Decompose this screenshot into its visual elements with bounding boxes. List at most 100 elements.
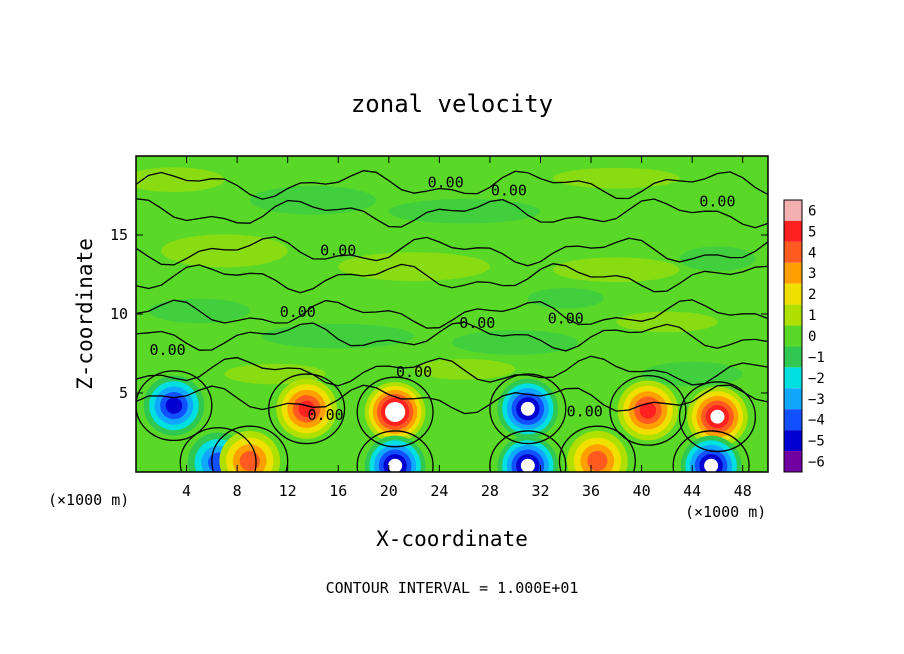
x-tick-label-10: 44 bbox=[683, 482, 701, 500]
contour-ring-6 bbox=[179, 427, 257, 472]
positive-cell-4 bbox=[617, 380, 679, 441]
colorbar-swatch-4 bbox=[784, 283, 802, 305]
contour-ring-10 bbox=[211, 425, 289, 472]
x-unit-left: (×1000 m) bbox=[48, 491, 129, 509]
colorbar-label-1: 5 bbox=[808, 224, 816, 240]
y-tick-label-0: 5 bbox=[119, 384, 128, 402]
y-tick-label-2: 15 bbox=[110, 226, 128, 244]
field-patch-13 bbox=[414, 359, 516, 380]
plot-area: 0.00 0.00 0.00 0.00 0.00 0.00 0.00 0.00 0.00 0.00… bbox=[135, 155, 769, 473]
negative-cell-3 bbox=[497, 378, 559, 439]
contour-label-0: 0.00 bbox=[428, 174, 464, 192]
y-tick-label-1: 10 bbox=[110, 305, 128, 323]
negative-cell-8 bbox=[497, 435, 559, 472]
contour-line-5 bbox=[136, 321, 768, 352]
field-patch-3 bbox=[553, 167, 680, 189]
positive-cell-10 bbox=[219, 430, 281, 472]
contour-label-8: 0.00 bbox=[396, 363, 432, 381]
colorbar-swatch-5 bbox=[784, 304, 802, 326]
colorbar-label-3: 3 bbox=[808, 266, 816, 282]
colorbar-label-6: 0 bbox=[808, 329, 816, 345]
contour-ring-11 bbox=[558, 425, 636, 472]
x-tick-label-4: 20 bbox=[380, 482, 398, 500]
contour-label-1: 0.00 bbox=[491, 182, 527, 200]
colorbar-swatch-12 bbox=[784, 451, 802, 472]
x-tick-label-1: 8 bbox=[233, 482, 242, 500]
contour-label-5: 0.00 bbox=[459, 314, 495, 332]
colorbar-swatch-2 bbox=[784, 241, 802, 263]
x-tick-label-5: 24 bbox=[430, 482, 448, 500]
contour-label-3: 0.00 bbox=[320, 242, 356, 260]
positive-cell-5 bbox=[687, 386, 748, 447]
contour-label-7: 0.00 bbox=[150, 341, 186, 359]
colorbar-label-9: −3 bbox=[808, 392, 825, 408]
negative-cell-7 bbox=[364, 435, 426, 472]
x-tick-label-8: 36 bbox=[582, 482, 600, 500]
contour-ring-9 bbox=[672, 430, 750, 472]
contour-label-6: 0.00 bbox=[548, 309, 584, 327]
colorbar-label-2: 4 bbox=[808, 245, 816, 261]
colorbar-swatch-1 bbox=[784, 220, 802, 242]
contour-line-3 bbox=[136, 263, 768, 294]
positive-cell-11 bbox=[567, 430, 628, 472]
field-patch-15 bbox=[527, 287, 604, 309]
contour-line-1 bbox=[136, 198, 768, 229]
colorbar-label-8: −2 bbox=[808, 371, 825, 387]
contour-ring-5 bbox=[678, 381, 757, 453]
colorbar-label-11: −5 bbox=[808, 434, 825, 450]
y-axis: 5 10 15 bbox=[110, 226, 768, 402]
x-tick-label-3: 16 bbox=[329, 482, 347, 500]
contour-interval-note: CONTOUR INTERVAL = 1.000E+01 bbox=[326, 579, 579, 597]
contour-ring-7 bbox=[356, 430, 434, 472]
contour-ring-1 bbox=[268, 373, 346, 445]
contour-line-4 bbox=[136, 299, 768, 329]
colorbar-swatch-9 bbox=[784, 388, 802, 410]
contour-label-4: 0.00 bbox=[280, 303, 316, 321]
contour-label-2: 0.00 bbox=[699, 193, 735, 211]
field-patch-9 bbox=[262, 323, 415, 349]
field-patch-1 bbox=[249, 185, 377, 215]
x-unit-right: (×1000 m) bbox=[685, 503, 766, 521]
colorbar-swatch-8 bbox=[784, 367, 802, 389]
colorbar: 6 5 4 3 2 1 0 −1 −2 −3 −4 −5 −6 bbox=[783, 199, 825, 473]
contour-line-6 bbox=[136, 355, 768, 387]
contour-ring-0 bbox=[136, 370, 213, 442]
field-patch-6 bbox=[553, 257, 680, 283]
colorbar-swatch-0 bbox=[784, 200, 802, 221]
contour-ring-4 bbox=[609, 374, 687, 446]
y-axis-label: Z-coordinate bbox=[73, 238, 97, 390]
positive-cell-2 bbox=[364, 381, 426, 442]
colorbar-swatch-10 bbox=[784, 409, 802, 431]
colorbar-swatch-7 bbox=[784, 346, 802, 368]
contour-line-2 bbox=[136, 236, 768, 267]
x-tick-label-7: 32 bbox=[531, 482, 549, 500]
colorbar-label-0: 6 bbox=[808, 203, 816, 219]
positive-cell-1 bbox=[276, 378, 337, 439]
x-tick-label-9: 40 bbox=[633, 482, 651, 500]
field-patch-10 bbox=[452, 330, 579, 355]
colorbar-swatch-6 bbox=[784, 325, 802, 347]
chart-title: zonal velocity bbox=[351, 90, 553, 118]
colorbar-label-7: −1 bbox=[808, 350, 825, 366]
field-patch-11 bbox=[616, 311, 718, 333]
contour-line-0 bbox=[136, 170, 768, 200]
zero-contours bbox=[136, 170, 768, 472]
x-tick-label-0: 4 bbox=[182, 482, 191, 500]
colorbar-swatch-11 bbox=[784, 430, 802, 452]
contour-line-7 bbox=[136, 384, 768, 415]
x-tick-label-11: 48 bbox=[734, 482, 752, 500]
contour-labels: 0.00 0.00 0.00 0.00 0.00 0.00 0.00 0.00 0.00 0.00… bbox=[150, 174, 736, 424]
colorbar-label-12: −6 bbox=[808, 455, 825, 471]
colorbar-label-10: −4 bbox=[808, 413, 825, 429]
x-axis: 4 8 12 16 20 24 28 32 36 40 44 48 bbox=[182, 156, 752, 500]
contour-ring-3 bbox=[489, 373, 567, 445]
contour-label-9: 0.00 bbox=[308, 406, 344, 424]
contour-label-10: 0.00 bbox=[567, 403, 603, 421]
x-tick-label-6: 28 bbox=[481, 482, 499, 500]
colorbar-frame bbox=[783, 199, 803, 473]
x-axis-label: X-coordinate bbox=[376, 527, 528, 551]
negative-cell-0 bbox=[143, 375, 205, 436]
contour-ring-2 bbox=[356, 376, 434, 448]
colorbar-label-5: 1 bbox=[808, 308, 816, 324]
